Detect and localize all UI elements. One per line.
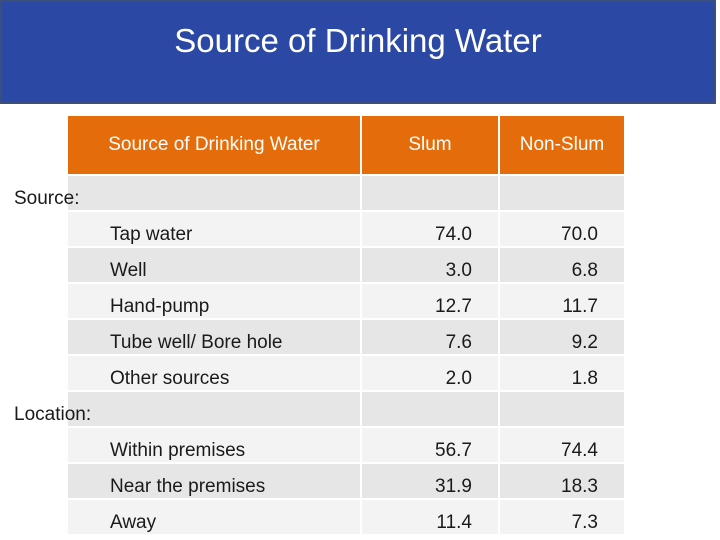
row-label: Other sources	[66, 354, 362, 392]
table-row: Tube well/ Bore hole 7.6 9.2	[66, 318, 626, 356]
slum-value	[360, 174, 500, 212]
slum-value: 2.0	[360, 354, 500, 392]
table-body: Source: Tap water 74.0 70.0 Well 3.0 6.8 Hand-p…	[14, 174, 626, 536]
section-row: Source:	[14, 174, 626, 212]
table-row: Well 3.0 6.8	[66, 246, 626, 284]
row-label: Within premises	[66, 426, 362, 464]
non-slum-value: 6.8	[498, 246, 626, 284]
row-label: Near the premises	[66, 462, 362, 500]
water-source-table: Source of Drinking Water Slum Non-Slum S…	[14, 114, 626, 536]
row-label: Away	[66, 498, 362, 536]
table-row: Other sources 2.0 1.8	[66, 354, 626, 392]
header-category: Source of Drinking Water	[66, 114, 362, 176]
slum-value: 12.7	[360, 282, 500, 320]
section-cell: Source:	[14, 174, 362, 212]
water-source-table-container: Source of Drinking Water Slum Non-Slum S…	[14, 114, 626, 536]
non-slum-value: 1.8	[498, 354, 626, 392]
table-row: Near the premises 31.9 18.3	[66, 462, 626, 500]
slum-value: 31.9	[360, 462, 500, 500]
table-header-row: Source of Drinking Water Slum Non-Slum	[66, 114, 626, 176]
section-cell: Location:	[14, 390, 362, 428]
table-row: Away 11.4 7.3	[66, 498, 626, 536]
non-slum-value: 7.3	[498, 498, 626, 536]
section-label: Location:	[14, 404, 92, 425]
row-label: Tap water	[66, 210, 362, 248]
row-label: Well	[66, 246, 362, 284]
table-row: Hand-pump 12.7 11.7	[66, 282, 626, 320]
title-bar: Source of Drinking Water	[0, 0, 716, 104]
table-row: Tap water 74.0 70.0	[66, 210, 626, 248]
slum-value: 11.4	[360, 498, 500, 536]
non-slum-value: 18.3	[498, 462, 626, 500]
row-label: Tube well/ Bore hole	[66, 318, 362, 356]
section-label: Source:	[14, 188, 80, 209]
row-label: Hand-pump	[66, 282, 362, 320]
non-slum-value: 70.0	[498, 210, 626, 248]
non-slum-value: 11.7	[498, 282, 626, 320]
non-slum-value: 74.4	[498, 426, 626, 464]
non-slum-value	[498, 390, 626, 428]
slum-value: 7.6	[360, 318, 500, 356]
section-row: Location:	[14, 390, 626, 428]
slum-value: 56.7	[360, 426, 500, 464]
slum-value: 74.0	[360, 210, 500, 248]
header-non-slum: Non-Slum	[498, 114, 626, 176]
page-title: Source of Drinking Water	[174, 22, 542, 59]
non-slum-value	[498, 174, 626, 212]
table-row: Within premises 56.7 74.4	[66, 426, 626, 464]
non-slum-value: 9.2	[498, 318, 626, 356]
slum-value: 3.0	[360, 246, 500, 284]
header-slum: Slum	[360, 114, 500, 176]
slum-value	[360, 390, 500, 428]
